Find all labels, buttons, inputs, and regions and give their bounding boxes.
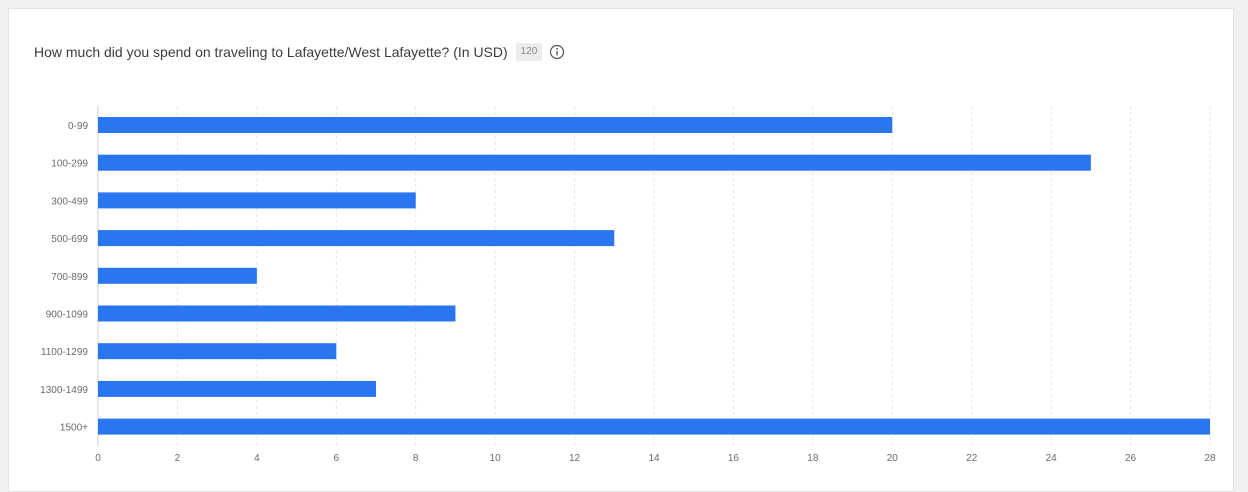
x-tick-label: 8 <box>413 453 419 464</box>
x-tick-label: 0 <box>95 453 101 464</box>
bar-500-699[interactable] <box>98 230 615 247</box>
category-label: 300-499 <box>51 196 88 207</box>
x-tick-label: 6 <box>334 453 340 464</box>
x-tick-label: 10 <box>490 453 502 464</box>
chart-header: How much did you spend on traveling to L… <box>34 41 565 63</box>
category-label: 1500+ <box>60 423 88 434</box>
bar-700-899[interactable] <box>98 267 257 284</box>
x-tick-label: 22 <box>966 453 978 464</box>
bar-1500+[interactable] <box>98 418 1210 435</box>
x-tick-label: 14 <box>648 453 660 464</box>
category-label: 1300-1499 <box>40 385 88 396</box>
x-tick-label: 26 <box>1125 453 1137 464</box>
category-label: 1100-1299 <box>41 347 89 358</box>
category-label: 0-99 <box>68 121 88 132</box>
bar-1300-1499[interactable] <box>98 380 376 397</box>
x-tick-label: 24 <box>1046 453 1058 464</box>
x-tick-label: 12 <box>569 453 581 464</box>
response-count-badge: 120 <box>515 43 543 61</box>
bar-1100-1299[interactable] <box>98 343 337 360</box>
x-tick-label: 18 <box>807 453 819 464</box>
category-label: 500-699 <box>51 234 88 245</box>
chart-card: How much did you spend on traveling to L… <box>8 8 1234 492</box>
bar-100-299[interactable] <box>98 154 1091 171</box>
x-tick-label: 16 <box>728 453 740 464</box>
bar-0-99[interactable] <box>98 117 893 133</box>
category-label: 700-899 <box>51 272 88 283</box>
x-tick-label: 28 <box>1204 453 1216 464</box>
x-tick-label: 20 <box>887 453 899 464</box>
x-tick-label: 4 <box>254 453 260 464</box>
category-labels: 0-99 100-299 300-499 500-699 700-899 900-1099… <box>40 121 88 434</box>
question-title: How much did you spend on traveling to L… <box>34 44 508 60</box>
bar-900-1099[interactable] <box>98 305 456 322</box>
category-label: 100-299 <box>51 159 88 170</box>
category-label: 900-1099 <box>46 310 89 321</box>
bars <box>98 117 1210 435</box>
x-tick-label: 2 <box>175 453 181 464</box>
info-circle-icon[interactable] <box>549 44 565 60</box>
bar-300-499[interactable] <box>98 192 416 209</box>
x-tick-labels: 0 2 4 6 8 10 12 14 16 18 20 22 24 26 28 <box>95 453 1216 464</box>
